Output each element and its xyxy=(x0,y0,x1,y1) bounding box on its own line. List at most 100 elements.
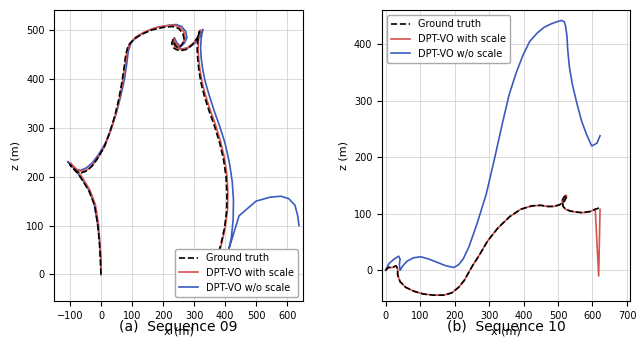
DPT-VO w/o scale xyxy=(460,257,467,261)
DPT-VO w/o scale xyxy=(473,222,481,226)
DPT-VO w/o scale xyxy=(526,39,534,43)
DPT-VO with scale xyxy=(528,204,536,208)
DPT-VO w/o scale xyxy=(442,264,450,268)
Legend: Ground truth, DPT-VO with scale, DPT-VO w/o scale: Ground truth, DPT-VO with scale, DPT-VO … xyxy=(175,249,298,297)
Line: DPT-VO w/o scale: DPT-VO w/o scale xyxy=(385,21,600,270)
DPT-VO w/o scale xyxy=(381,268,389,272)
DPT-VO w/o scale xyxy=(84,185,92,190)
DPT-VO with scale xyxy=(475,254,483,258)
DPT-VO with scale xyxy=(484,239,492,243)
DPT-VO w/o scale xyxy=(583,132,591,137)
Line: DPT-VO with scale: DPT-VO with scale xyxy=(385,195,600,295)
Ground truth xyxy=(83,169,91,173)
Ground truth xyxy=(475,254,483,258)
DPT-VO w/o scale xyxy=(396,257,404,261)
DPT-VO w/o scale xyxy=(465,245,473,249)
DPT-VO w/o scale xyxy=(519,53,527,57)
Ground truth xyxy=(97,272,105,277)
DPT-VO w/o scale xyxy=(127,41,135,45)
DPT-VO with scale xyxy=(550,204,557,208)
Ground truth xyxy=(216,140,223,144)
DPT-VO with scale xyxy=(566,209,574,213)
Ground truth xyxy=(550,204,557,208)
DPT-VO with scale xyxy=(460,278,468,282)
DPT-VO w/o scale xyxy=(483,192,490,196)
DPT-VO with scale xyxy=(586,209,594,214)
DPT-VO w/o scale xyxy=(562,24,570,28)
DPT-VO with scale xyxy=(494,226,502,230)
DPT-VO w/o scale xyxy=(499,122,506,127)
DPT-VO w/o scale xyxy=(417,255,424,259)
Ground truth xyxy=(85,189,93,193)
Ground truth xyxy=(430,293,438,297)
Line: Ground truth: Ground truth xyxy=(70,26,227,295)
Ground truth xyxy=(394,267,401,271)
Ground truth xyxy=(189,275,197,279)
DPT-VO with scale xyxy=(455,285,463,289)
Ground truth xyxy=(596,206,604,210)
DPT-VO with scale xyxy=(84,167,92,171)
DPT-VO with scale xyxy=(420,292,428,296)
DPT-VO w/o scale xyxy=(294,214,301,218)
Ground truth xyxy=(563,193,570,197)
DPT-VO w/o scale xyxy=(561,20,568,24)
DPT-VO with scale xyxy=(170,23,177,27)
Ground truth xyxy=(381,268,389,272)
Y-axis label: z (m): z (m) xyxy=(339,141,348,170)
Ground truth xyxy=(394,273,401,277)
Ground truth xyxy=(189,43,196,47)
DPT-VO w/o scale xyxy=(568,83,576,87)
DPT-VO with scale xyxy=(558,199,566,203)
DPT-VO w/o scale xyxy=(396,262,403,267)
DPT-VO w/o scale xyxy=(455,262,463,267)
Ground truth xyxy=(385,266,392,270)
DPT-VO with scale xyxy=(563,195,570,199)
Line: DPT-VO w/o scale: DPT-VO w/o scale xyxy=(68,24,299,275)
Ground truth xyxy=(388,266,396,270)
Ground truth xyxy=(537,203,545,207)
Ground truth xyxy=(460,278,468,282)
DPT-VO w/o scale xyxy=(395,254,403,258)
DPT-VO w/o scale xyxy=(566,65,573,69)
DPT-VO w/o scale xyxy=(547,22,555,26)
Ground truth xyxy=(559,204,567,208)
Y-axis label: z (m): z (m) xyxy=(11,141,20,170)
DPT-VO w/o scale xyxy=(564,47,572,51)
DPT-VO w/o scale xyxy=(410,256,417,260)
DPT-VO w/o scale xyxy=(512,72,520,76)
DPT-VO w/o scale xyxy=(385,261,393,266)
Ground truth xyxy=(484,239,492,243)
DPT-VO w/o scale xyxy=(192,41,200,45)
Ground truth xyxy=(572,210,580,214)
DPT-VO with scale xyxy=(561,195,568,199)
DPT-VO with scale xyxy=(381,268,389,272)
DPT-VO w/o scale xyxy=(396,268,404,272)
DPT-VO with scale xyxy=(394,267,401,271)
DPT-VO w/o scale xyxy=(172,22,180,26)
Ground truth xyxy=(561,199,568,203)
Ground truth xyxy=(402,285,410,289)
DPT-VO with scale xyxy=(468,264,476,268)
DPT-VO with scale xyxy=(591,207,599,211)
Text: (a)  Sequence 09: (a) Sequence 09 xyxy=(119,320,238,334)
DPT-VO with scale xyxy=(448,291,456,295)
DPT-VO with scale xyxy=(402,285,410,289)
DPT-VO with scale xyxy=(517,207,525,211)
DPT-VO w/o scale xyxy=(97,272,105,277)
Ground truth xyxy=(506,215,513,219)
Ground truth xyxy=(566,209,574,213)
DPT-VO w/o scale xyxy=(534,31,541,35)
Ground truth xyxy=(561,195,568,199)
Ground truth xyxy=(562,207,570,211)
DPT-VO with scale xyxy=(392,264,400,268)
DPT-VO with scale xyxy=(562,207,570,211)
DPT-VO with scale xyxy=(561,199,568,203)
DPT-VO w/o scale xyxy=(563,34,571,38)
DPT-VO w/o scale xyxy=(425,257,433,261)
Ground truth xyxy=(517,207,525,211)
DPT-VO with scale xyxy=(190,273,198,278)
DPT-VO with scale xyxy=(559,204,567,208)
DPT-VO w/o scale xyxy=(540,25,548,29)
DPT-VO w/o scale xyxy=(588,144,596,148)
Ground truth xyxy=(591,207,599,211)
